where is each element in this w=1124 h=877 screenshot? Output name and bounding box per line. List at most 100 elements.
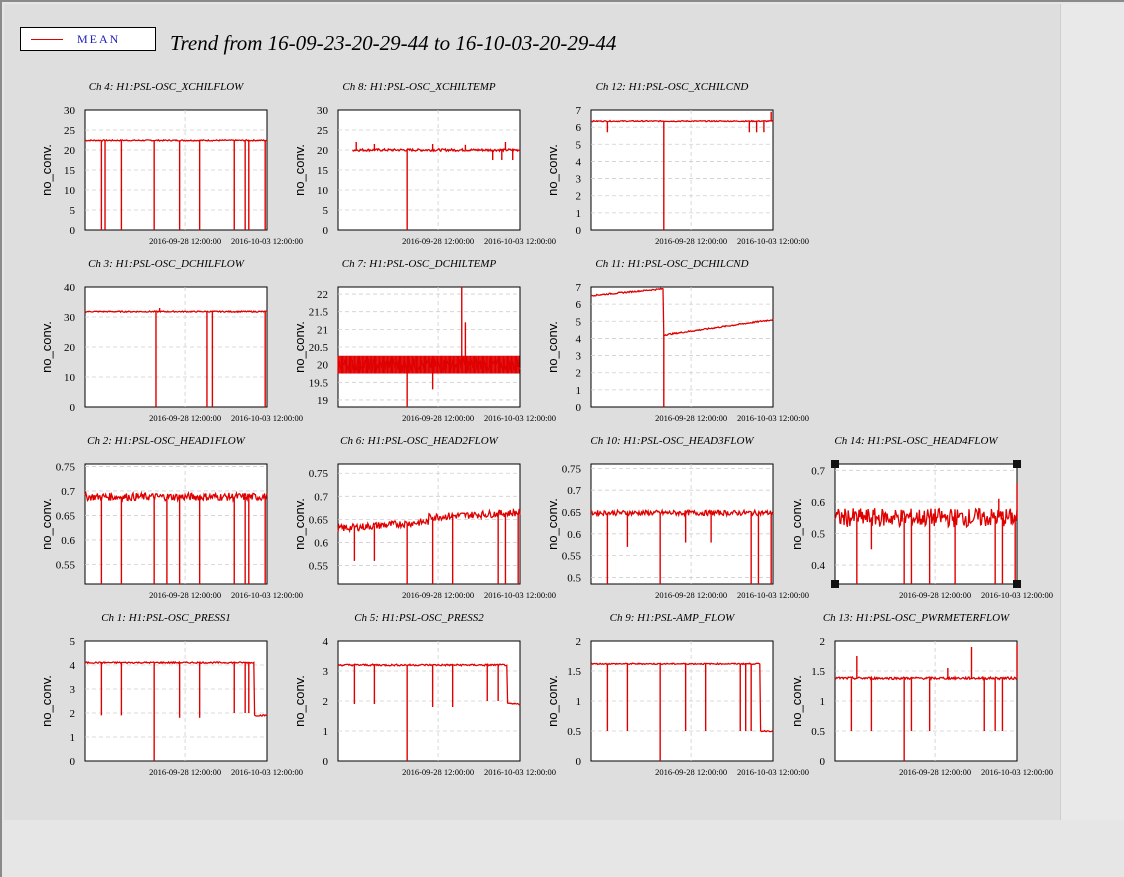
y-tick-label: 25 (64, 125, 76, 137)
y-tick-label: 40 (64, 282, 76, 294)
y-tick-label: 3 (323, 666, 329, 678)
series-line (84, 660, 268, 717)
x-tick-label: 2016-09-28 12:00:00 (899, 590, 971, 600)
chart-title: Ch 5: H1:PSL-OSC_PRESS2 (354, 612, 484, 624)
x-tick-label: 2016-10-03 12:00:00 (484, 767, 556, 777)
y-axis-label: no_conv. (39, 675, 54, 727)
chart-9: Ch 10: H1:PSL-OSC_HEAD3FLOW 0.5 0.55 0.6 0.6… (545, 435, 809, 600)
y-axis-label: no_conv. (545, 144, 560, 196)
y-tick-label: 0 (576, 225, 582, 237)
y-tick-label: 3 (70, 684, 76, 696)
y-tick-label: 0.5 (811, 726, 825, 738)
series-line (834, 507, 1018, 529)
y-tick-label: 20 (64, 145, 76, 157)
plot-frame (590, 463, 774, 585)
y-tick-label: 30 (64, 312, 76, 324)
y-tick-label: 4 (576, 156, 582, 168)
y-tick-label: 0.7 (811, 465, 825, 477)
chart-4: Ch 3: H1:PSL-OSC_DCHILFLOW 0 10 20 30 40 2016-… (39, 258, 303, 423)
x-tick-label: 2016-09-28 12:00:00 (149, 413, 221, 423)
x-tick-label: 2016-09-28 12:00:00 (655, 767, 727, 777)
y-tick-label: 25 (317, 125, 329, 137)
chart-title: Ch 12: H1:PSL-OSC_XCHILCND (596, 81, 749, 93)
y-tick-label: 0.7 (314, 491, 328, 503)
chart-title: Ch 9: H1:PSL-AMP_FLOW (610, 612, 735, 624)
y-tick-label: 0 (70, 225, 76, 237)
y-tick-label: 2 (323, 696, 329, 708)
y-tick-label: 0.5 (811, 528, 825, 540)
y-tick-label: 0 (70, 756, 76, 768)
y-tick-label: 15 (317, 165, 329, 177)
x-tick-label: 2016-09-28 12:00:00 (655, 590, 727, 600)
y-tick-label: 0.6 (567, 529, 581, 541)
x-tick-label: 2016-09-28 12:00:00 (655, 236, 727, 246)
y-tick-label: 0.5 (567, 726, 581, 738)
y-tick-label: 1 (70, 732, 76, 744)
y-tick-label: 3 (576, 351, 582, 363)
series-line (337, 507, 521, 534)
y-tick-label: 4 (70, 660, 76, 672)
y-tick-label: 0.55 (309, 561, 329, 573)
y-tick-label: 0.55 (56, 559, 76, 571)
y-axis-label: no_conv. (292, 498, 307, 550)
y-tick-label: 6 (576, 299, 582, 311)
y-tick-label: 0.6 (61, 535, 75, 547)
y-tick-label: 19 (317, 395, 329, 407)
x-tick-label: 2016-09-28 12:00:00 (149, 236, 221, 246)
y-tick-label: 0.55 (562, 551, 582, 563)
y-axis-label: no_conv. (39, 498, 54, 550)
chart-1: Ch 4: H1:PSL-OSC_XCHILFLOW 0 5 10 15 20 25 30 20… (39, 81, 303, 246)
y-tick-label: 0 (576, 402, 582, 414)
y-axis-label: no_conv. (292, 675, 307, 727)
chart-title: Ch 8: H1:PSL-OSC_XCHILTEMP (342, 81, 495, 93)
y-tick-label: 10 (64, 372, 76, 384)
plot-frame (84, 463, 268, 585)
chart-8: Ch 6: H1:PSL-OSC_HEAD2FLOW 0.55 0.6 0.65 0.7… (292, 435, 556, 600)
x-tick-label: 2016-09-28 12:00:00 (402, 767, 474, 777)
x-tick-label: 2016-09-28 12:00:00 (402, 590, 474, 600)
y-tick-label: 7 (576, 282, 582, 294)
y-tick-label: 2 (70, 708, 76, 720)
y-tick-label: 5 (70, 205, 76, 217)
x-tick-label: 2016-10-03 12:00:00 (484, 590, 556, 600)
chart-title: Ch 3: H1:PSL-OSC_DCHILFLOW (88, 258, 245, 270)
chart-6: Ch 11: H1:PSL-OSC_DCHILCND 0 1 2 3 4 5 6 7 2016-0… (545, 258, 809, 423)
series-line (590, 287, 774, 337)
y-tick-label: 0.75 (309, 468, 329, 480)
y-tick-label: 20 (317, 360, 329, 372)
y-tick-label: 0 (323, 225, 329, 237)
y-tick-label: 1 (820, 696, 826, 708)
y-tick-label: 0.4 (811, 560, 825, 572)
y-axis-label: no_conv. (789, 498, 804, 550)
y-tick-label: 20.5 (309, 342, 329, 354)
plot-frame (84, 640, 268, 762)
y-axis-label: no_conv. (39, 321, 54, 373)
y-tick-label: 0.65 (56, 510, 76, 522)
x-tick-label: 2016-10-03 12:00:00 (737, 590, 809, 600)
series-line (84, 138, 268, 142)
y-tick-label: 0 (820, 756, 826, 768)
x-tick-label: 2016-10-03 12:00:00 (484, 236, 556, 246)
legend-label: MEAN (77, 32, 121, 46)
chart-10: Ch 14: H1:PSL-OSC_HEAD4FLOW 0.4 0.5 0.6 0.7 2… (789, 435, 1053, 600)
y-tick-label: 0.65 (309, 514, 329, 526)
x-tick-label: 2016-10-03 12:00:00 (231, 767, 303, 777)
y-tick-label: 30 (317, 105, 329, 117)
x-tick-label: 2016-10-03 12:00:00 (981, 590, 1053, 600)
series-line (590, 119, 774, 123)
y-tick-label: 4 (323, 636, 329, 648)
y-tick-label: 0.6 (314, 537, 328, 549)
y-tick-label: 30 (64, 105, 76, 117)
y-tick-label: 2 (576, 368, 582, 380)
y-tick-label: 19.5 (309, 377, 329, 389)
chart-title: Ch 10: H1:PSL-OSC_HEAD3FLOW (590, 435, 754, 447)
y-tick-label: 0 (576, 756, 582, 768)
y-axis-label: no_conv. (545, 675, 560, 727)
y-tick-label: 0.6 (811, 497, 825, 509)
chart-title: Ch 6: H1:PSL-OSC_HEAD2FLOW (340, 435, 498, 447)
x-tick-label: 2016-10-03 12:00:00 (737, 413, 809, 423)
y-tick-label: 0.75 (562, 463, 582, 475)
y-tick-label: 1.5 (567, 666, 581, 678)
series-line (337, 663, 521, 706)
y-tick-label: 4 (576, 333, 582, 345)
